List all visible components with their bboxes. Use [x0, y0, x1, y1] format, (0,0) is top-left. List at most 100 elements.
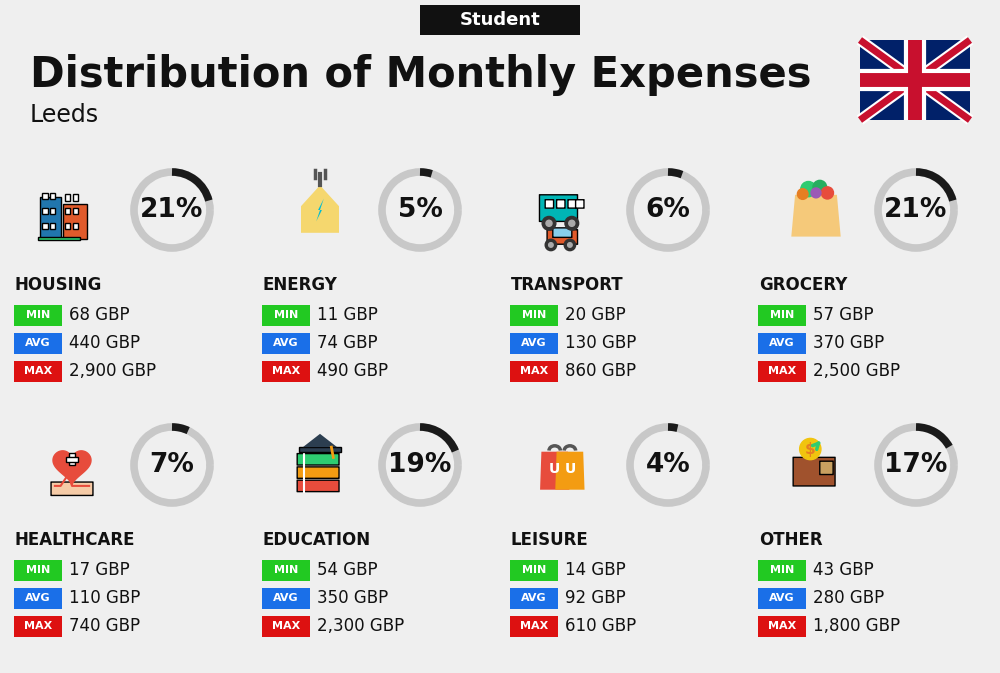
FancyBboxPatch shape [14, 616, 62, 637]
Text: Student: Student [460, 11, 540, 29]
FancyBboxPatch shape [510, 616, 558, 637]
Text: 68 GBP: 68 GBP [69, 306, 130, 324]
FancyBboxPatch shape [42, 223, 48, 229]
Circle shape [542, 217, 556, 230]
Text: 5%: 5% [398, 197, 442, 223]
Circle shape [569, 220, 575, 226]
Polygon shape [540, 452, 569, 490]
Circle shape [565, 217, 579, 230]
FancyBboxPatch shape [42, 192, 48, 199]
FancyBboxPatch shape [758, 304, 806, 326]
Text: AVG: AVG [521, 338, 547, 348]
FancyBboxPatch shape [14, 304, 62, 326]
FancyBboxPatch shape [539, 194, 578, 221]
FancyBboxPatch shape [73, 194, 78, 201]
Polygon shape [791, 194, 841, 237]
FancyBboxPatch shape [557, 200, 565, 208]
Text: 130 GBP: 130 GBP [565, 334, 636, 352]
Text: 7%: 7% [150, 452, 194, 478]
FancyBboxPatch shape [820, 461, 833, 474]
FancyBboxPatch shape [758, 616, 806, 637]
FancyBboxPatch shape [65, 208, 70, 214]
Circle shape [545, 240, 557, 250]
Text: 57 GBP: 57 GBP [813, 306, 874, 324]
Text: 11 GBP: 11 GBP [317, 306, 378, 324]
Text: 21%: 21% [140, 197, 204, 223]
Text: MIN: MIN [274, 565, 298, 575]
Text: AVG: AVG [769, 593, 795, 603]
Text: $: $ [805, 441, 816, 456]
Text: MIN: MIN [26, 310, 50, 320]
Text: 490 GBP: 490 GBP [317, 362, 388, 380]
Text: 17 GBP: 17 GBP [69, 561, 130, 579]
Text: MIN: MIN [770, 565, 794, 575]
FancyBboxPatch shape [793, 458, 835, 486]
Text: MIN: MIN [274, 310, 298, 320]
Text: MIN: MIN [522, 310, 546, 320]
FancyBboxPatch shape [62, 205, 87, 238]
FancyBboxPatch shape [262, 588, 310, 608]
FancyBboxPatch shape [297, 467, 339, 479]
Circle shape [813, 180, 827, 194]
Text: 4%: 4% [646, 452, 690, 478]
FancyBboxPatch shape [299, 447, 341, 452]
FancyBboxPatch shape [14, 332, 62, 353]
Text: TRANSPORT: TRANSPORT [511, 276, 624, 294]
Text: Leeds: Leeds [30, 103, 99, 127]
FancyBboxPatch shape [510, 588, 558, 608]
Polygon shape [555, 452, 585, 490]
Polygon shape [303, 434, 337, 447]
Text: MAX: MAX [768, 621, 796, 631]
Text: MIN: MIN [522, 565, 546, 575]
FancyBboxPatch shape [50, 223, 55, 229]
Text: 17%: 17% [884, 452, 948, 478]
Polygon shape [316, 199, 324, 221]
FancyBboxPatch shape [65, 223, 70, 229]
Text: 610 GBP: 610 GBP [565, 617, 636, 635]
Text: AVG: AVG [25, 593, 51, 603]
Text: 280 GBP: 280 GBP [813, 589, 884, 607]
FancyBboxPatch shape [262, 304, 310, 326]
Text: MAX: MAX [24, 366, 52, 376]
FancyBboxPatch shape [14, 361, 62, 382]
Text: GROCERY: GROCERY [759, 276, 847, 294]
Text: U: U [549, 462, 560, 476]
Text: AVG: AVG [521, 593, 547, 603]
Text: ENERGY: ENERGY [263, 276, 338, 294]
Text: 92 GBP: 92 GBP [565, 589, 626, 607]
Text: 2,500 GBP: 2,500 GBP [813, 362, 900, 380]
Circle shape [549, 243, 553, 247]
Circle shape [797, 188, 808, 199]
FancyBboxPatch shape [262, 361, 310, 382]
Text: 860 GBP: 860 GBP [565, 362, 636, 380]
Text: 14 GBP: 14 GBP [565, 561, 626, 579]
FancyBboxPatch shape [66, 457, 78, 462]
Circle shape [564, 240, 576, 250]
Circle shape [546, 220, 552, 226]
Text: 2,300 GBP: 2,300 GBP [317, 617, 404, 635]
Text: 740 GBP: 740 GBP [69, 617, 140, 635]
Text: 20 GBP: 20 GBP [565, 306, 626, 324]
Text: MIN: MIN [26, 565, 50, 575]
Text: 2,900 GBP: 2,900 GBP [69, 362, 156, 380]
Text: 43 GBP: 43 GBP [813, 561, 874, 579]
Text: EDUCATION: EDUCATION [263, 531, 371, 549]
Text: MAX: MAX [272, 366, 300, 376]
Text: 74 GBP: 74 GBP [317, 334, 378, 352]
Text: Distribution of Monthly Expenses: Distribution of Monthly Expenses [30, 54, 812, 96]
FancyBboxPatch shape [38, 237, 80, 240]
Text: 370 GBP: 370 GBP [813, 334, 884, 352]
Text: 440 GBP: 440 GBP [69, 334, 140, 352]
Text: MAX: MAX [272, 621, 300, 631]
FancyBboxPatch shape [758, 559, 806, 581]
FancyBboxPatch shape [568, 200, 576, 208]
Circle shape [568, 243, 572, 247]
Text: 19%: 19% [388, 452, 452, 478]
Circle shape [811, 188, 821, 198]
FancyBboxPatch shape [42, 208, 48, 214]
Text: 6%: 6% [646, 197, 690, 223]
FancyBboxPatch shape [420, 5, 580, 35]
FancyBboxPatch shape [510, 559, 558, 581]
FancyBboxPatch shape [758, 588, 806, 608]
FancyBboxPatch shape [262, 332, 310, 353]
